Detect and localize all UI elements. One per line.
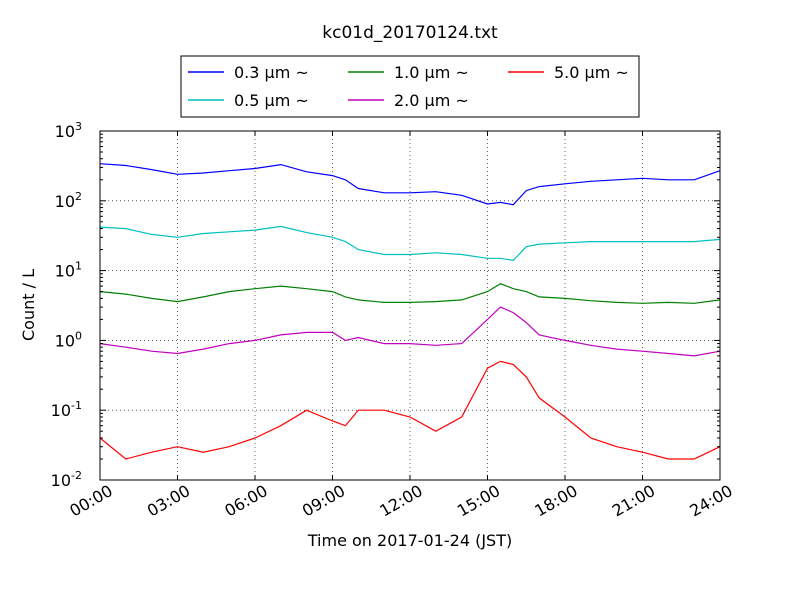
x-tick-label: 00:00: [66, 481, 115, 521]
y-tick-label: 10-2: [51, 469, 82, 490]
legend: 0.3 μm ~ 0.5 μm ~ 1.0 μm ~ 2.0 μm ~ 5.0 μm ~: [180, 55, 640, 118]
x-tick-label: 06:00: [221, 481, 270, 521]
legend-label: 0.3 μm ~: [234, 63, 309, 82]
legend-box: [180, 55, 640, 118]
grid: [100, 131, 720, 480]
y-tick-label: 102: [55, 190, 82, 211]
series-line: [99, 163, 721, 206]
x-tick-label: 21:00: [609, 481, 658, 521]
x-tick-label: 24:00: [686, 481, 735, 521]
y-axis-label: Count / L: [19, 269, 38, 341]
plot-background: [100, 131, 720, 480]
y-tick-label: 103: [55, 120, 82, 141]
x-tick-label: 15:00: [454, 481, 503, 521]
x-tick-label: 18:00: [531, 481, 580, 521]
plot-area: 00:00 03:00 06:00 09:00 12:00 15:00 18:00 21:00…: [51, 120, 736, 521]
legend-label: 2.0 μm ~: [394, 91, 469, 110]
x-tick-label: 03:00: [144, 481, 193, 521]
series-line: [99, 225, 721, 262]
y-tick-label: 10-1: [51, 399, 82, 420]
series-line: [99, 283, 721, 304]
chart-title: kc01d_20170124.txt: [322, 23, 498, 43]
legend-label: 1.0 μm ~: [394, 63, 469, 82]
x-tick-label: 09:00: [299, 481, 348, 521]
series-line: [99, 360, 721, 460]
x-axis-label: Time on 2017-01-24 (JST): [307, 531, 512, 550]
legend-label: 5.0 μm ~: [554, 63, 629, 82]
y-tick-label: 101: [55, 260, 82, 281]
series-line: [99, 306, 721, 357]
x-tick-label: 12:00: [376, 481, 425, 521]
y-tick-label: 100: [55, 329, 82, 350]
series-lines: [99, 163, 721, 460]
legend-label: 0.5 μm ~: [234, 91, 309, 110]
